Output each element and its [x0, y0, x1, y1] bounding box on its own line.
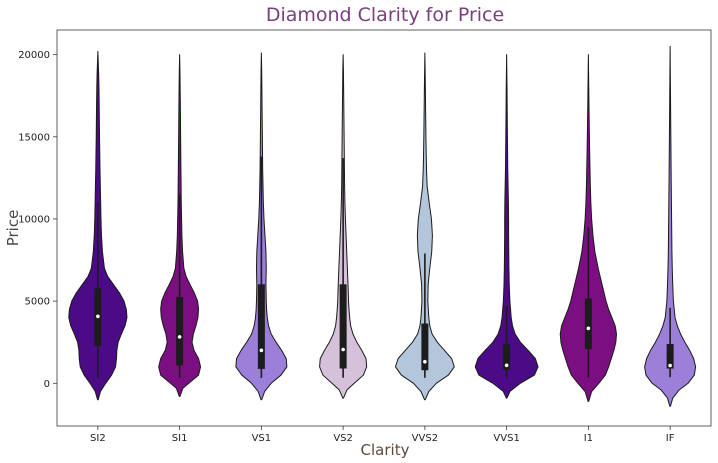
violin-iqr-box — [339, 284, 347, 369]
violin-median — [177, 335, 182, 339]
violin-body — [394, 52, 455, 401]
chart-title: Diamond Clarity for Price — [266, 4, 504, 26]
violin-iqr-box — [421, 323, 429, 371]
violin-median — [423, 359, 427, 364]
x-tick-label-vs1: VS1 — [252, 433, 272, 444]
x-axis-label: Clarity — [361, 441, 410, 459]
violin-median — [96, 314, 100, 319]
violin-iqr-box — [176, 297, 184, 366]
x-tick-label-si2: SI2 — [90, 433, 106, 444]
x-tick-label-si1: SI1 — [172, 433, 188, 444]
y-tick-label: 20000 — [18, 50, 50, 61]
violin-vvs1 — [474, 54, 539, 399]
x-tick-label-vvs2: VVS2 — [412, 433, 438, 444]
violin-vvs2 — [394, 52, 455, 401]
violin-median — [504, 363, 509, 368]
violin-vs2 — [319, 54, 368, 399]
y-tick-label: 10000 — [18, 214, 50, 225]
violin-median — [259, 348, 264, 353]
violin-si2 — [68, 50, 128, 401]
violin-iqr-box — [584, 298, 592, 350]
y-axis-label: Price — [4, 210, 22, 247]
x-tick-label-vvs1: VVS1 — [493, 433, 519, 444]
violin-body — [474, 54, 539, 399]
violin-iqr-box — [257, 284, 265, 369]
y-axis: 0 5000 10000 15000 20000 — [18, 50, 57, 390]
plot-area — [56, 29, 712, 427]
violin-body — [644, 45, 697, 407]
x-axis: SI2 SI1 VS1 VS2 VVS2 VVS1 I1 IF — [90, 426, 675, 444]
violin-median — [586, 326, 591, 331]
y-tick-label: 0 — [44, 379, 50, 390]
x-tick-label-i1: I1 — [584, 433, 593, 444]
violin-si1 — [158, 54, 202, 397]
violin-median — [341, 347, 345, 352]
x-tick-label-if: IF — [666, 433, 675, 444]
y-tick-label: 15000 — [18, 132, 50, 143]
x-tick-label-vs2: VS2 — [333, 433, 353, 444]
violin-iqr-box — [666, 344, 674, 369]
violin-iqr-box — [503, 344, 511, 370]
violin-i1 — [559, 54, 617, 402]
violin-median — [668, 363, 672, 368]
violin-vs1 — [235, 52, 288, 401]
plot-frame — [56, 29, 712, 427]
violin-if — [644, 45, 697, 407]
y-tick-label: 5000 — [25, 297, 50, 308]
